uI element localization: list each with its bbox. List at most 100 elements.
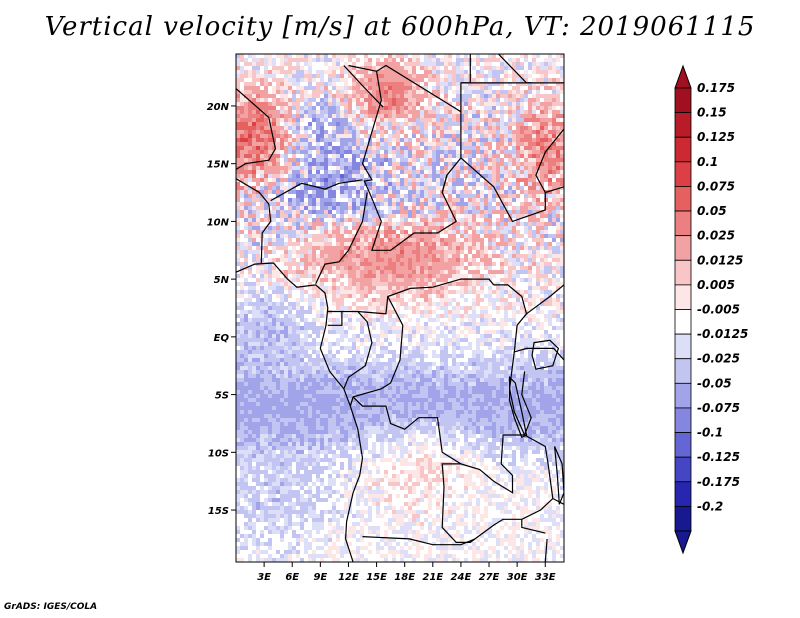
field-cell xyxy=(408,254,413,259)
field-cell xyxy=(340,174,345,179)
field-cell xyxy=(508,290,513,295)
field-cell xyxy=(540,258,545,263)
field-cell xyxy=(392,238,397,243)
field-cell xyxy=(360,142,365,147)
field-cell xyxy=(448,54,453,59)
field-cell xyxy=(552,58,557,63)
field-cell xyxy=(472,78,477,83)
field-cell xyxy=(392,106,397,111)
field-cell xyxy=(536,162,541,167)
field-cell xyxy=(428,150,433,155)
field-cell xyxy=(256,266,261,271)
field-cell xyxy=(524,290,529,295)
field-cell xyxy=(436,106,441,111)
field-cell xyxy=(368,194,373,199)
field-cell xyxy=(348,294,353,299)
field-cell xyxy=(284,154,289,159)
field-cell xyxy=(336,58,341,63)
field-cell xyxy=(296,114,301,119)
field-cell xyxy=(252,218,257,223)
field-cell xyxy=(440,54,445,59)
field-cell xyxy=(468,198,473,203)
field-cell xyxy=(512,270,517,275)
field-cell xyxy=(372,218,377,223)
field-cell xyxy=(332,202,337,207)
field-cell xyxy=(552,90,557,95)
field-cell xyxy=(296,198,301,203)
field-cell xyxy=(352,66,357,71)
field-cell xyxy=(396,258,401,263)
field-cell xyxy=(360,214,365,219)
field-cell xyxy=(528,222,533,227)
field-cell xyxy=(480,198,485,203)
field-cell xyxy=(280,150,285,155)
field-cell xyxy=(376,198,381,203)
field-cell xyxy=(332,186,337,191)
field-cell xyxy=(380,130,385,135)
field-cell xyxy=(444,126,449,131)
field-cell xyxy=(480,214,485,219)
field-cell xyxy=(248,194,253,199)
field-cell xyxy=(292,66,297,71)
field-cell xyxy=(352,86,357,91)
field-cell xyxy=(456,66,461,71)
field-cell xyxy=(344,254,349,259)
field-cell xyxy=(324,206,329,211)
field-cell xyxy=(292,90,297,95)
field-cell xyxy=(468,138,473,143)
field-cell xyxy=(272,174,277,179)
field-cell xyxy=(328,186,333,191)
field-cell xyxy=(268,198,273,203)
field-cell xyxy=(364,278,369,283)
field-cell xyxy=(476,158,481,163)
field-cell xyxy=(320,98,325,103)
field-cell xyxy=(248,174,253,179)
field-cell xyxy=(476,198,481,203)
field-cell xyxy=(488,214,493,219)
field-cell xyxy=(532,154,537,159)
field-cell xyxy=(456,218,461,223)
field-cell xyxy=(536,142,541,147)
field-cell xyxy=(412,86,417,91)
field-cell xyxy=(396,162,401,167)
field-cell xyxy=(536,134,541,139)
field-cell xyxy=(364,246,369,251)
field-cell xyxy=(524,78,529,83)
field-cell xyxy=(276,166,281,171)
field-cell xyxy=(508,186,513,191)
field-cell xyxy=(428,190,433,195)
field-cell xyxy=(288,294,293,299)
field-cell xyxy=(496,98,501,103)
field-cell xyxy=(432,106,437,111)
field-cell xyxy=(504,262,509,267)
field-cell xyxy=(520,138,525,143)
field-cell xyxy=(340,166,345,171)
field-cell xyxy=(528,86,533,91)
field-cell xyxy=(532,170,537,175)
field-cell xyxy=(384,138,389,143)
field-cell xyxy=(560,270,564,275)
field-cell xyxy=(316,110,321,115)
field-cell xyxy=(548,214,553,219)
field-cell xyxy=(444,146,449,151)
field-cell xyxy=(364,158,369,163)
field-cell xyxy=(532,94,537,99)
field-cell xyxy=(244,218,249,223)
field-cell xyxy=(308,282,313,287)
field-cell xyxy=(552,238,557,243)
field-cell xyxy=(248,214,253,219)
field-cell xyxy=(536,238,541,243)
field-cell xyxy=(276,170,281,175)
field-cell xyxy=(368,98,373,103)
field-cell xyxy=(428,218,433,223)
field-cell xyxy=(500,274,505,279)
field-cell xyxy=(536,158,541,163)
field-cell xyxy=(356,282,361,287)
field-cell xyxy=(340,186,345,191)
field-cell xyxy=(464,118,469,123)
field-cell xyxy=(376,62,381,67)
field-cell xyxy=(244,246,249,251)
field-cell xyxy=(244,290,249,295)
field-cell xyxy=(556,238,561,243)
field-cell xyxy=(428,258,433,263)
